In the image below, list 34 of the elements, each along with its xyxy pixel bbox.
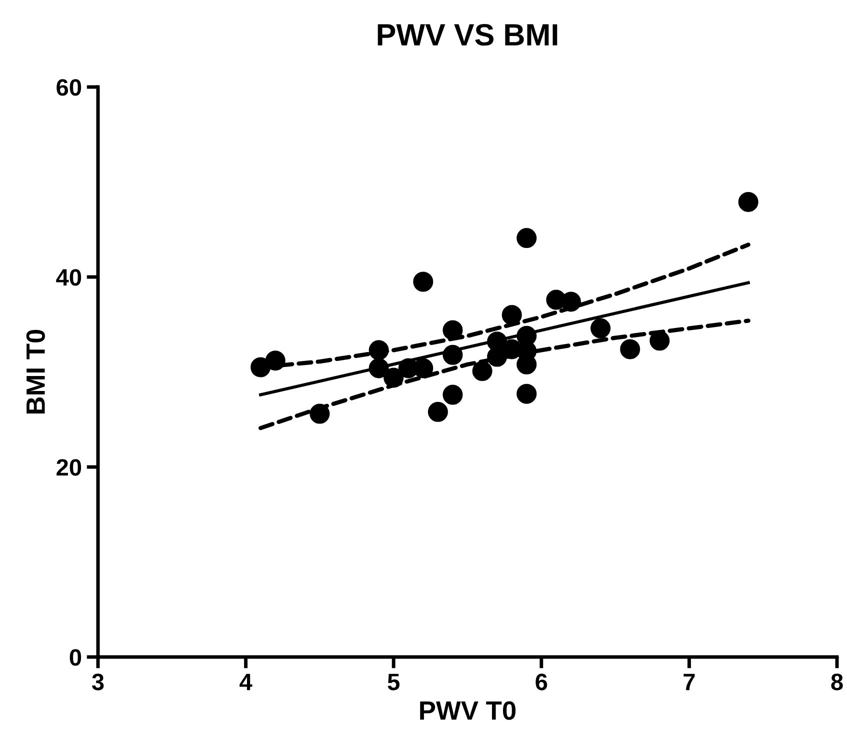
y-tick-label: 40 <box>56 269 82 286</box>
point <box>368 340 389 360</box>
point <box>413 272 434 292</box>
line-series <box>258 318 750 430</box>
point <box>516 228 537 248</box>
point <box>442 320 463 340</box>
point <box>472 361 492 382</box>
x-tick-label: 7 <box>684 674 695 690</box>
point <box>384 368 404 388</box>
point <box>428 402 448 422</box>
point <box>516 384 537 404</box>
point <box>620 339 640 360</box>
y-tick-label: 60 <box>56 79 82 96</box>
point <box>265 350 286 371</box>
x-tick-label: 6 <box>536 674 548 690</box>
point <box>502 304 522 326</box>
point <box>560 292 581 312</box>
x-tick-label: 4 <box>240 674 252 690</box>
point <box>250 357 271 378</box>
point <box>368 358 389 378</box>
chart-title: PWV VS BMI <box>378 24 558 46</box>
x-tick-label: 5 <box>388 674 400 690</box>
point <box>310 404 330 424</box>
y-axis-title: BMI T0 <box>26 330 45 414</box>
point <box>442 384 463 405</box>
x-axis-title: PWV T0 <box>420 701 516 720</box>
y-tick-label: 0 <box>70 649 82 666</box>
x-tick-label: 3 <box>92 674 104 690</box>
point <box>442 344 463 365</box>
x-tick-label: 8 <box>831 674 843 690</box>
point <box>590 318 611 338</box>
point <box>738 192 758 212</box>
point <box>650 330 670 351</box>
y-tick-label: 20 <box>56 459 82 476</box>
